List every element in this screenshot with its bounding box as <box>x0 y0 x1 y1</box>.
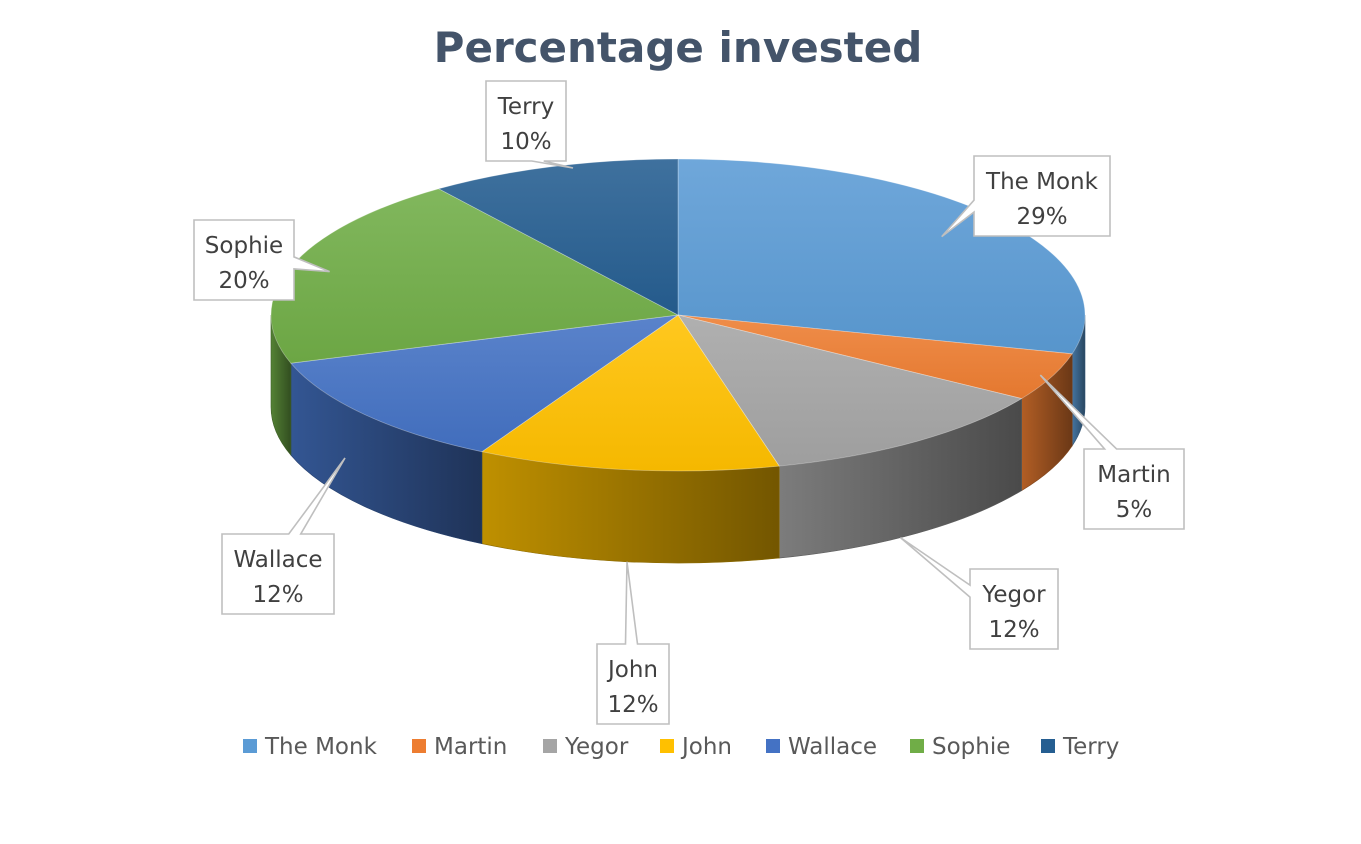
legend-label-wallace: Wallace <box>788 734 877 760</box>
legend-item-wallace: Wallace <box>766 734 877 760</box>
callout-category-yegor: Yegor <box>981 582 1046 608</box>
legend-label-the-monk: The Monk <box>264 734 378 760</box>
callout-value-martin: 5% <box>1116 497 1153 523</box>
callout-category-terry: Terry <box>497 94 554 120</box>
pie-slice-john <box>480 314 780 472</box>
callout-martin: Martin 5% <box>1039 374 1185 530</box>
callout-yegor: Yegor 12% <box>899 536 1059 650</box>
pie-slice-martin <box>677 314 1073 400</box>
callout-wallace: Wallace 12% <box>221 457 346 615</box>
callout-category-wallace: Wallace <box>233 547 322 573</box>
callout-the-monk: The Monk 29% <box>941 155 1111 238</box>
callout-category-the-monk: The Monk <box>985 169 1099 195</box>
callout-value-terry: 10% <box>500 129 551 155</box>
callout-john: John 12% <box>596 561 670 725</box>
callout-box-john <box>596 561 670 725</box>
pie-slices <box>270 158 1086 564</box>
callout-value-the-monk: 29% <box>1016 204 1067 230</box>
legend-label-yegor: Yegor <box>564 734 629 760</box>
legend-item-the-monk: The Monk <box>243 734 378 760</box>
callout-terry: Terry 10% <box>485 80 574 169</box>
callout-box-the-monk <box>941 155 1111 238</box>
legend-label-terry: Terry <box>1062 734 1119 760</box>
callout-sophie: Sophie 20% <box>193 219 330 301</box>
callout-box-yegor <box>899 536 1059 650</box>
callout-box-sophie <box>193 219 330 301</box>
legend-swatch-martin <box>412 739 426 753</box>
legend-swatch-yegor <box>543 739 557 753</box>
data-callouts: The Monk29%Martin5%Yegor12%John12%Wallac… <box>193 80 1185 725</box>
legend-swatch-john <box>660 739 674 753</box>
legend-swatch-terry <box>1041 739 1055 753</box>
legend-item-sophie: Sophie <box>910 734 1010 760</box>
callout-box-wallace <box>221 457 346 615</box>
callout-value-wallace: 12% <box>252 582 303 608</box>
chart-legend: The Monk Martin Yegor John Wallace Sophie Terr… <box>243 734 1119 760</box>
callout-category-sophie: Sophie <box>205 233 283 259</box>
pie-slice-wallace <box>290 314 679 453</box>
callout-category-martin: Martin <box>1097 462 1170 488</box>
callout-value-sophie: 20% <box>218 268 269 294</box>
callout-value-john: 12% <box>607 692 658 718</box>
legend-label-sophie: Sophie <box>932 734 1010 760</box>
chart-title: Percentage invested <box>434 23 923 72</box>
legend-item-martin: Martin <box>412 734 507 760</box>
legend-swatch-wallace <box>766 739 780 753</box>
legend-swatch-the-monk <box>243 739 257 753</box>
legend-item-terry: Terry <box>1041 734 1119 760</box>
callout-category-john: John <box>606 657 658 683</box>
callout-value-yegor: 12% <box>988 617 1039 643</box>
legend-label-martin: Martin <box>434 734 507 760</box>
pie-slice-yegor <box>677 314 1023 467</box>
legend-item-john: John <box>660 734 732 760</box>
legend-label-john: John <box>680 734 732 760</box>
legend-item-yegor: Yegor <box>543 734 629 760</box>
legend-swatch-sophie <box>910 739 924 753</box>
callout-box-martin <box>1039 374 1185 530</box>
pie-slice-terry <box>437 158 679 316</box>
callout-box-terry <box>485 80 574 169</box>
